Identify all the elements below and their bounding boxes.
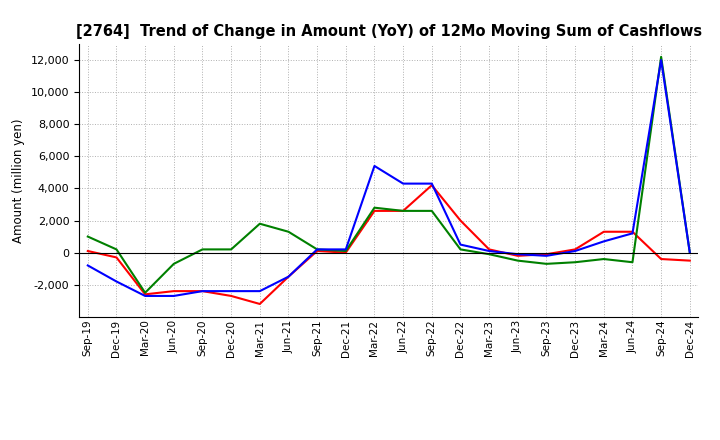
Operating Cashflow [312, 248, 321, 253]
Free Cashflow [428, 181, 436, 186]
Free Cashflow [513, 252, 522, 257]
Free Cashflow [312, 247, 321, 252]
Operating Cashflow [600, 229, 608, 235]
Free Cashflow [198, 289, 207, 294]
Y-axis label: Amount (million yen): Amount (million yen) [12, 118, 25, 242]
Investing Cashflow [542, 261, 551, 267]
Line: Investing Cashflow: Investing Cashflow [88, 57, 690, 293]
Investing Cashflow [141, 290, 150, 295]
Free Cashflow [456, 242, 465, 247]
Investing Cashflow [485, 252, 493, 257]
Investing Cashflow [312, 247, 321, 252]
Free Cashflow [685, 250, 694, 255]
Investing Cashflow [657, 54, 665, 59]
Investing Cashflow [628, 260, 636, 265]
Operating Cashflow [456, 218, 465, 223]
Title: [2764]  Trend of Change in Amount (YoY) of 12Mo Moving Sum of Cashflows: [2764] Trend of Change in Amount (YoY) o… [76, 24, 702, 39]
Investing Cashflow [112, 247, 121, 252]
Operating Cashflow [227, 293, 235, 299]
Operating Cashflow [169, 289, 178, 294]
Investing Cashflow [198, 247, 207, 252]
Investing Cashflow [399, 208, 408, 213]
Free Cashflow [341, 247, 350, 252]
Investing Cashflow [84, 234, 92, 239]
Free Cashflow [399, 181, 408, 186]
Operating Cashflow [485, 247, 493, 252]
Investing Cashflow [428, 208, 436, 213]
Free Cashflow [141, 293, 150, 299]
Operating Cashflow [513, 253, 522, 258]
Investing Cashflow [571, 260, 580, 265]
Operating Cashflow [685, 258, 694, 263]
Free Cashflow [485, 248, 493, 253]
Investing Cashflow [600, 257, 608, 262]
Free Cashflow [600, 239, 608, 244]
Investing Cashflow [256, 221, 264, 226]
Operating Cashflow [198, 289, 207, 294]
Free Cashflow [628, 231, 636, 236]
Free Cashflow [657, 57, 665, 62]
Free Cashflow [284, 274, 293, 279]
Investing Cashflow [169, 261, 178, 267]
Operating Cashflow [628, 229, 636, 235]
Investing Cashflow [513, 258, 522, 263]
Operating Cashflow [370, 208, 379, 213]
Operating Cashflow [542, 252, 551, 257]
Operating Cashflow [428, 183, 436, 188]
Operating Cashflow [341, 250, 350, 255]
Operating Cashflow [112, 255, 121, 260]
Free Cashflow [370, 163, 379, 169]
Investing Cashflow [227, 247, 235, 252]
Investing Cashflow [456, 247, 465, 252]
Investing Cashflow [370, 205, 379, 210]
Free Cashflow [542, 253, 551, 258]
Investing Cashflow [685, 250, 694, 255]
Operating Cashflow [399, 208, 408, 213]
Investing Cashflow [284, 229, 293, 235]
Line: Operating Cashflow: Operating Cashflow [88, 185, 690, 304]
Operating Cashflow [284, 274, 293, 279]
Free Cashflow [571, 248, 580, 253]
Operating Cashflow [256, 301, 264, 307]
Free Cashflow [227, 289, 235, 294]
Line: Free Cashflow: Free Cashflow [88, 60, 690, 296]
Investing Cashflow [341, 248, 350, 253]
Free Cashflow [112, 279, 121, 284]
Operating Cashflow [84, 248, 92, 253]
Free Cashflow [84, 263, 92, 268]
Free Cashflow [256, 289, 264, 294]
Operating Cashflow [141, 292, 150, 297]
Free Cashflow [169, 293, 178, 299]
Operating Cashflow [571, 247, 580, 252]
Operating Cashflow [657, 257, 665, 262]
